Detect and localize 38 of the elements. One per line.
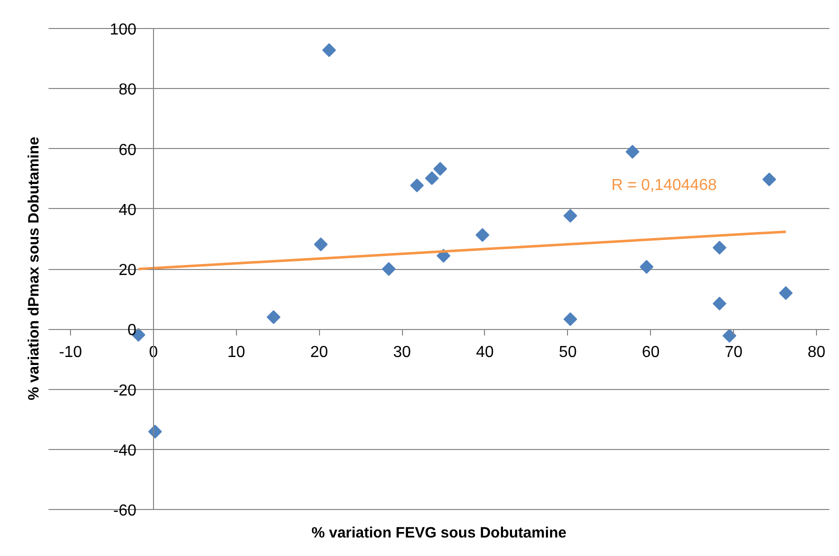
y-tick-label: -40 — [113, 442, 136, 460]
point — [322, 43, 336, 58]
y-tick-label: 20 — [118, 262, 136, 279]
x-axis-title: % variation FEVG sous Dobutamine — [311, 524, 567, 542]
x-tick-label: 10 — [227, 344, 246, 362]
point — [563, 312, 578, 326]
point — [563, 208, 578, 223]
y-tick-label: 80 — [118, 82, 136, 99]
y-tick-label: 40 — [118, 202, 136, 219]
y-tick-label: 100 — [110, 22, 136, 38]
x-tick-label: 50 — [558, 344, 577, 362]
point — [314, 237, 328, 252]
x-tick-label: 40 — [476, 344, 494, 362]
point — [433, 162, 448, 176]
point — [266, 310, 280, 324]
point — [425, 171, 439, 186]
point — [626, 144, 640, 159]
x-tick-label: 80 — [808, 344, 826, 362]
y-tick-label: 0 — [127, 322, 136, 340]
point — [762, 172, 776, 186]
x-tick-label: 60 — [642, 344, 660, 362]
x-tick-label: 30 — [393, 344, 412, 362]
y-axis-title: % variation dPmax sous Dobutamine — [26, 136, 42, 400]
point — [712, 296, 726, 310]
x-tick-label: 20 — [310, 344, 328, 362]
point — [722, 328, 736, 343]
y-tick-label: -60 — [113, 502, 136, 520]
y-tick-label: 60 — [118, 142, 136, 159]
x-tick-label: -10 — [58, 344, 82, 362]
point — [778, 286, 793, 300]
y-tick-label: -20 — [113, 382, 136, 400]
point — [410, 178, 424, 192]
point — [640, 260, 654, 274]
point — [476, 228, 490, 242]
point — [382, 262, 396, 276]
x-tick-label: 70 — [724, 344, 743, 362]
annotation: R = 0,1404468 — [611, 176, 717, 194]
point — [712, 240, 726, 255]
